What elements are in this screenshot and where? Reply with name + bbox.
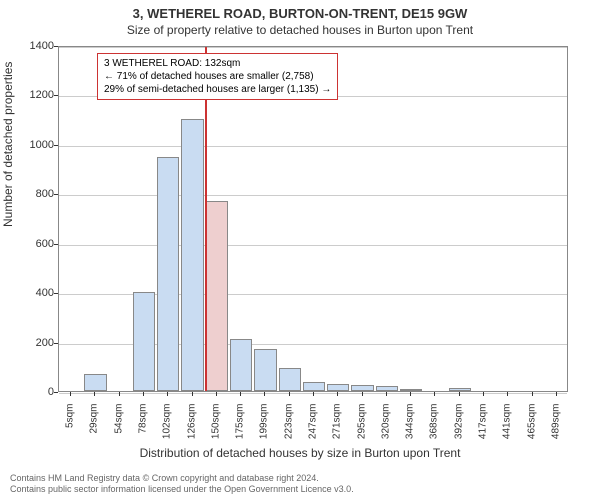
xtick-mark: [192, 392, 193, 396]
xtick-mark: [483, 392, 484, 396]
gridline: [59, 146, 567, 147]
ytick-label: 1200: [14, 89, 54, 101]
xtick-mark: [94, 392, 95, 396]
xtick-mark: [410, 392, 411, 396]
xtick-label: 465sqm: [526, 404, 537, 452]
gridline: [59, 195, 567, 196]
xtick-mark: [362, 392, 363, 396]
xtick-label: 271sqm: [332, 404, 343, 452]
annotation-line: 29% of semi-detached houses are larger (…: [104, 83, 331, 96]
ytick-label: 400: [14, 287, 54, 299]
xtick-label: 102sqm: [162, 404, 173, 452]
gridline: [59, 47, 567, 48]
title-block: 3, WETHEREL ROAD, BURTON-ON-TRENT, DE15 …: [0, 0, 600, 37]
ytick-label: 200: [14, 337, 54, 349]
xtick-label: 150sqm: [210, 404, 221, 452]
histogram-bar: [327, 384, 349, 391]
xtick-label: 126sqm: [186, 404, 197, 452]
xtick-label: 344sqm: [405, 404, 416, 452]
xtick-mark: [532, 392, 533, 396]
xtick-label: 489sqm: [550, 404, 561, 452]
xtick-mark: [313, 392, 314, 396]
ytick-label: 1400: [14, 40, 54, 52]
xtick-mark: [386, 392, 387, 396]
ytick-label: 800: [14, 188, 54, 200]
histogram-bar: [206, 201, 228, 391]
footer-line2: Contains public sector information licen…: [10, 484, 354, 496]
xtick-label: 441sqm: [502, 404, 513, 452]
xtick-label: 54sqm: [113, 404, 124, 452]
xtick-label: 392sqm: [453, 404, 464, 452]
xtick-mark: [70, 392, 71, 396]
xtick-mark: [216, 392, 217, 396]
xtick-label: 199sqm: [259, 404, 270, 452]
histogram-bar: [84, 374, 106, 391]
xtick-mark: [167, 392, 168, 396]
xtick-label: 29sqm: [89, 404, 100, 452]
y-axis-label: Number of detached properties: [1, 62, 15, 227]
annotation-line: ← 71% of detached houses are smaller (2,…: [104, 70, 331, 83]
xtick-label: 320sqm: [380, 404, 391, 452]
xtick-label: 78sqm: [138, 404, 149, 452]
footer-line1: Contains HM Land Registry data © Crown c…: [10, 473, 354, 485]
histogram-bar: [133, 292, 155, 391]
chart-title-subtitle: Size of property relative to detached ho…: [0, 23, 600, 37]
ytick-label: 1000: [14, 139, 54, 151]
histogram-bar: [351, 385, 373, 391]
x-axis-label: Distribution of detached houses by size …: [0, 446, 600, 460]
xtick-mark: [434, 392, 435, 396]
xtick-label: 295sqm: [356, 404, 367, 452]
histogram-bar: [279, 368, 301, 391]
xtick-mark: [240, 392, 241, 396]
xtick-mark: [507, 392, 508, 396]
xtick-mark: [264, 392, 265, 396]
annotation-line: 3 WETHEREL ROAD: 132sqm: [104, 57, 331, 70]
ytick-label: 600: [14, 238, 54, 250]
histogram-bar: [157, 157, 179, 391]
chart-container: 3, WETHEREL ROAD, BURTON-ON-TRENT, DE15 …: [0, 0, 600, 500]
xtick-label: 175sqm: [235, 404, 246, 452]
histogram-bar: [400, 389, 422, 391]
xtick-mark: [119, 392, 120, 396]
plot-area: 3 WETHEREL ROAD: 132sqm← 71% of detached…: [58, 46, 568, 392]
footer-attribution: Contains HM Land Registry data © Crown c…: [10, 473, 354, 496]
xtick-mark: [289, 392, 290, 396]
xtick-mark: [143, 392, 144, 396]
gridline: [59, 245, 567, 246]
xtick-label: 5sqm: [65, 404, 76, 452]
ytick-label: 0: [14, 386, 54, 398]
histogram-bar: [303, 382, 325, 391]
xtick-label: 247sqm: [308, 404, 319, 452]
xtick-label: 368sqm: [429, 404, 440, 452]
xtick-label: 223sqm: [283, 404, 294, 452]
xtick-mark: [337, 392, 338, 396]
histogram-bar: [230, 339, 252, 391]
xtick-mark: [556, 392, 557, 396]
histogram-bar: [449, 388, 471, 391]
ytick-mark: [54, 392, 58, 393]
annotation-box: 3 WETHEREL ROAD: 132sqm← 71% of detached…: [97, 53, 338, 100]
xtick-mark: [459, 392, 460, 396]
xtick-label: 417sqm: [478, 404, 489, 452]
histogram-bar: [181, 119, 203, 391]
chart-title-address: 3, WETHEREL ROAD, BURTON-ON-TRENT, DE15 …: [0, 6, 600, 21]
histogram-bar: [376, 386, 398, 391]
histogram-bar: [254, 349, 276, 391]
